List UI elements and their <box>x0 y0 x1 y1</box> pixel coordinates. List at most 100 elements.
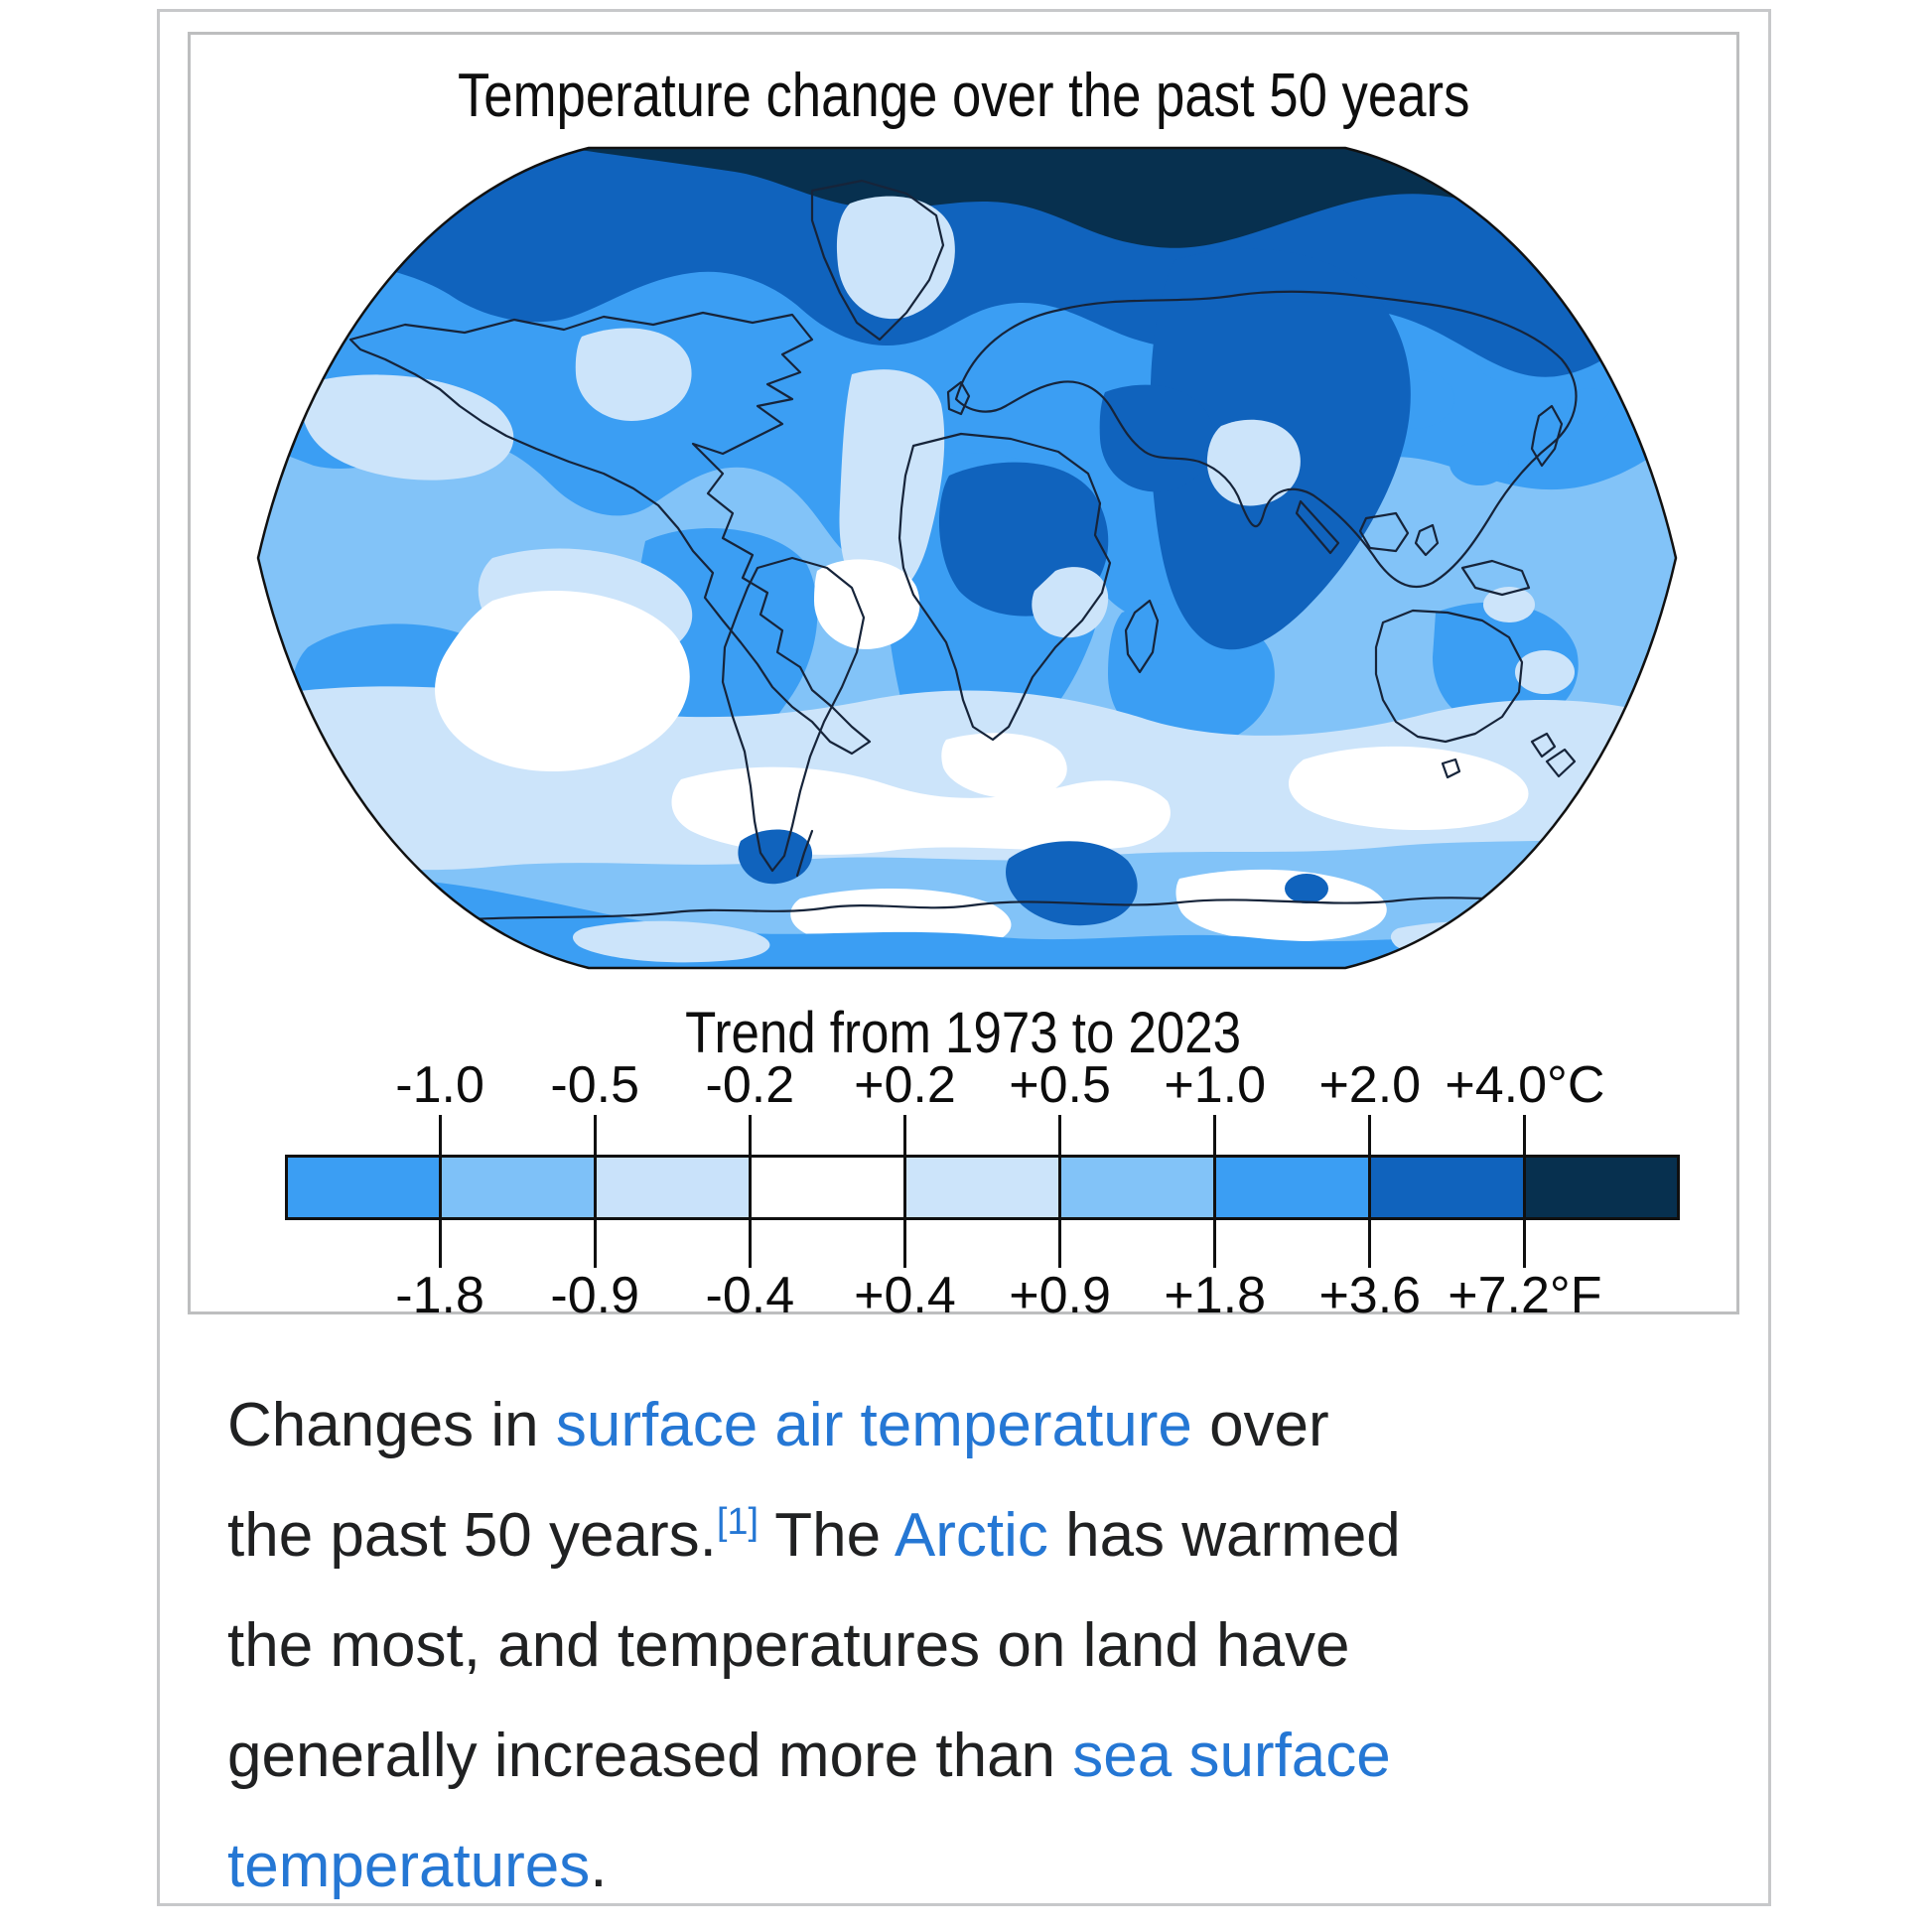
colorbar-segment <box>904 1158 1060 1217</box>
wiki-link[interactable]: sea surface <box>1072 1722 1391 1790</box>
colorbar-segment <box>442 1158 597 1217</box>
coast-antarctic-peninsula <box>795 829 814 878</box>
legend: -1.0 -1.8 -0.5 -0.9 -0.2 -0.4 +0.2 +0.4 +0.5 +0.9… <box>285 1056 1680 1324</box>
map-dark-antarctic-1 <box>738 829 813 885</box>
coastlines <box>348 179 1598 932</box>
caption-text: generally increased more than <box>227 1722 1073 1790</box>
legend-label-celsius: +0.2 <box>854 1056 956 1114</box>
colorbar-segment <box>1522 1158 1677 1217</box>
coast-antarctica <box>373 897 1598 932</box>
coast-new-guinea <box>1460 559 1531 597</box>
colorbar-tick <box>902 1115 906 1268</box>
map-light-north-atlantic <box>839 369 945 600</box>
map-figure-box: Temperature change over the past 50 year… <box>188 32 1739 1324</box>
legend-label-celsius: +1.0 <box>1164 1056 1266 1114</box>
legend-label-fahrenheit: +0.4 <box>854 1267 956 1324</box>
coast-africa <box>897 432 1112 742</box>
caption: Changes in surface air temperature over t… <box>227 1370 1707 1921</box>
world-map <box>256 146 1678 970</box>
footnote-ref-link[interactable]: [1] <box>716 1501 759 1543</box>
caption-text: Changes in <box>227 1391 556 1459</box>
map-light-ne-australia <box>1483 587 1535 622</box>
caption-text: the most, and temperatures on land have <box>227 1611 1350 1680</box>
colorbar-segment <box>1368 1158 1523 1217</box>
coast-north-america <box>348 311 872 756</box>
coast-britain <box>946 380 971 416</box>
colorbar-tick <box>438 1115 442 1268</box>
map-white-southern-ring-west <box>671 766 1171 855</box>
coast-sumatra <box>1295 499 1340 555</box>
legend-label-fahrenheit: +3.6 <box>1318 1267 1422 1324</box>
map-white-south-of-australia <box>1289 746 1529 831</box>
map-blob-arabia-dark <box>1099 384 1214 492</box>
caption-line: temperatures. <box>227 1811 1707 1921</box>
map-light-north-pacific <box>302 374 514 481</box>
colorbar-tick <box>748 1115 752 1268</box>
caption-line: Changes in surface air temperature over <box>227 1370 1707 1480</box>
colorbar-tick <box>1523 1115 1527 1268</box>
map-white-subtrop-atlantic <box>814 559 920 649</box>
legend-label-celsius: +2.0 <box>1318 1056 1422 1114</box>
legend-label-fahrenheit: +1.8 <box>1164 1267 1266 1324</box>
wiki-link[interactable]: surface air temperature <box>555 1391 1192 1459</box>
map-blob-west-pacific-3 <box>1567 388 1610 424</box>
figure-frame: Temperature change over the past 50 year… <box>157 9 1771 1906</box>
caption-line: the most, and temperatures on land have <box>227 1590 1707 1701</box>
legend-label-fahrenheit: -0.9 <box>550 1267 640 1324</box>
coast-madagascar <box>1124 599 1160 674</box>
caption-line: the past 50 years.[1] The Arctic has war… <box>227 1480 1707 1590</box>
legend-label-celsius: +4.0°C <box>1445 1056 1605 1114</box>
wiki-link[interactable]: temperatures <box>227 1832 591 1900</box>
legend-label-fahrenheit: -0.4 <box>705 1267 795 1324</box>
caption-line: generally increased more than sea surfac… <box>227 1701 1707 1811</box>
coast-south-america <box>721 556 866 873</box>
colorbar-tick <box>1368 1115 1372 1268</box>
map-light-tasman <box>1515 650 1575 694</box>
legend-label-fahrenheit: +0.9 <box>1009 1267 1111 1324</box>
colorbar-segment <box>1059 1158 1214 1217</box>
caption-text: the past 50 years. <box>227 1501 717 1570</box>
legend-label-celsius: -1.0 <box>395 1056 484 1114</box>
map-blob-coral-sea <box>1449 442 1509 485</box>
legend-label-celsius: -0.2 <box>705 1056 795 1114</box>
colorbar-segment <box>1213 1158 1369 1217</box>
colorbar-tick <box>1058 1115 1062 1268</box>
colorbar-tick <box>593 1115 597 1268</box>
coast-eurasia <box>954 290 1578 589</box>
map-white-south-of-africa <box>941 733 1067 799</box>
map-white-antarctica-east <box>1175 869 1387 942</box>
coast-japan <box>1530 404 1564 468</box>
figure-subtitle: Trend from 1973 to 2023 <box>191 1000 1736 1066</box>
coast-sulawesi <box>1414 523 1440 557</box>
figure-subtitle-text: Trend from 1973 to 2023 <box>685 1001 1242 1065</box>
colorbar-segment <box>288 1158 443 1217</box>
colorbar-segment <box>751 1158 905 1217</box>
caption-text: over <box>1191 1391 1329 1459</box>
legend-label-celsius: -0.5 <box>550 1056 640 1114</box>
coast-australia <box>1374 609 1524 744</box>
coast-new-zealand <box>1530 732 1577 778</box>
map-light-greenland <box>836 196 955 320</box>
map-light-antarctic-1 <box>572 920 770 963</box>
colorbar-segment <box>596 1158 752 1217</box>
map-strip-arctic-navy <box>552 148 1549 248</box>
caption-text: . <box>590 1832 608 1900</box>
map-dark-antarctic-3 <box>1285 874 1328 903</box>
coast-greenland <box>810 179 945 342</box>
map-light-canada <box>575 328 692 421</box>
figure-title-text: Temperature change over the past 50 year… <box>457 62 1470 130</box>
map-white-se-pacific <box>435 590 690 772</box>
colorbar <box>285 1155 1680 1220</box>
legend-label-fahrenheit: +7.2°F <box>1448 1267 1602 1324</box>
wiki-link[interactable]: Arctic <box>894 1501 1048 1570</box>
map-outline <box>256 146 1678 970</box>
legend-label-celsius: +0.5 <box>1009 1056 1111 1114</box>
coast-tasmania <box>1441 758 1461 779</box>
legend-label-fahrenheit: -1.8 <box>395 1267 484 1324</box>
caption-text: has warmed <box>1047 1501 1401 1570</box>
colorbar-tick <box>1213 1115 1217 1268</box>
world-map-svg <box>256 146 1678 970</box>
coast-borneo <box>1358 511 1410 553</box>
map-blob-australia <box>1433 602 1579 729</box>
